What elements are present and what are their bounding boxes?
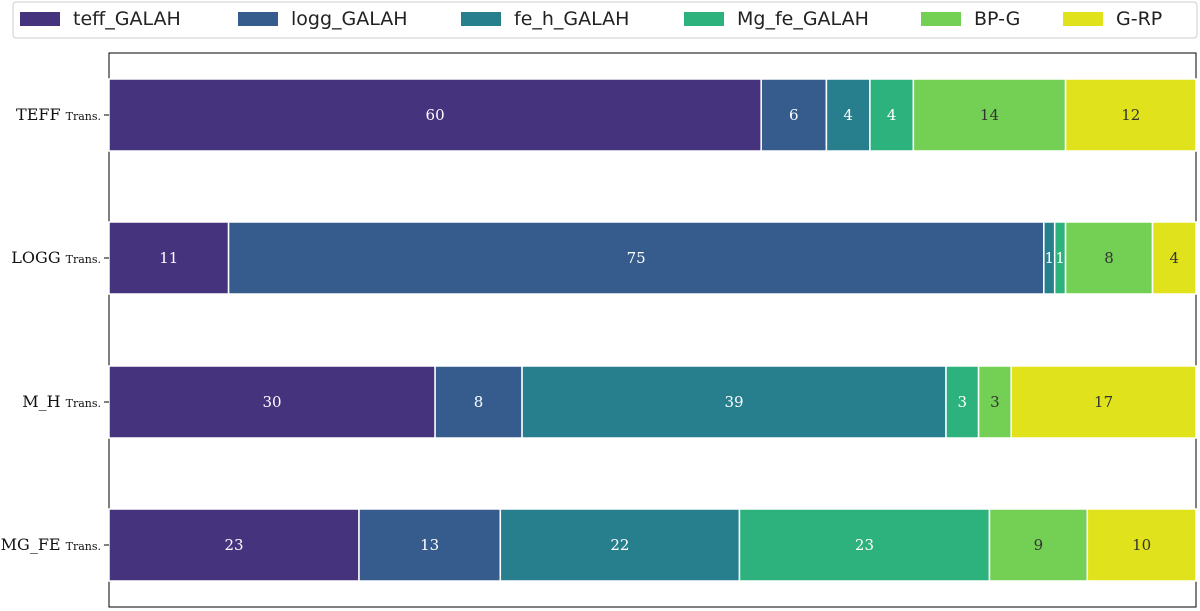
bar-segment [521, 365, 947, 439]
y-tick-label-main: M_H [22, 392, 60, 411]
bar-value-label: 60 [426, 106, 445, 124]
bar-value-label: 6 [789, 106, 799, 124]
bar-segment [358, 508, 502, 582]
y-axis: TEFF Trans. LOGG Trans. M_H Trans. MG_FE Trans. [1, 105, 109, 554]
y-tick-label-sub: Trans. [66, 540, 101, 553]
y-tick-label-sub: Trans. [66, 253, 101, 266]
bar-value-label: 8 [474, 393, 484, 411]
bar-segment [1064, 78, 1197, 152]
legend-swatch-BP-G [921, 12, 961, 26]
bar-segment [869, 78, 915, 152]
bar-segment [108, 508, 360, 582]
bar-segment [108, 78, 762, 152]
y-tick-label: TEFF Trans. [16, 105, 101, 124]
bar-segment [1151, 221, 1197, 295]
legend-label-G-RP: G-RP [1116, 8, 1162, 30]
bar-segment [499, 508, 741, 582]
bar-segment [945, 365, 980, 439]
bar-value-label: 22 [610, 536, 629, 554]
bar-value-label: 10 [1132, 536, 1151, 554]
bar-value-label: 9 [1034, 536, 1044, 554]
bar-segment [108, 365, 436, 439]
legend-label-fe_h_GALAH: fe_h_GALAH [514, 8, 629, 30]
bar-segment [912, 78, 1067, 152]
y-tick-label-main: LOGG [11, 248, 60, 267]
legend-label-BP-G: BP-G [974, 8, 1020, 30]
legend-swatch-teff_GALAH [20, 12, 60, 26]
y-tick-label-main: TEFF [16, 105, 61, 124]
bar-value-label: 4 [1169, 249, 1179, 267]
bar-value-label: 4 [843, 106, 853, 124]
bar-value-label: 75 [627, 249, 646, 267]
legend-frame [12, 1, 1198, 39]
bar-segment [988, 508, 1089, 582]
legend-label-Mg_fe_GALAH: Mg_fe_GALAH [737, 8, 869, 30]
bar-value-label: 1 [1044, 249, 1054, 267]
bar-value-label: 1 [1055, 249, 1065, 267]
bar-value-label: 17 [1094, 393, 1113, 411]
y-tick-label-sub: Trans. [66, 397, 101, 410]
bars-group: 60 6 4 4 14 12 11 75 1 1 8 4 30 8 39 3 3 17 23 13 22 23 9 10 [108, 78, 1197, 582]
bar-value-label: 4 [887, 106, 897, 124]
y-tick-label: MG_FE Trans. [1, 535, 101, 554]
bar-segment [434, 365, 523, 439]
bar-value-label: 14 [980, 106, 999, 124]
legend-swatch-G-RP [1063, 12, 1103, 26]
y-tick-label-main: MG_FE [1, 535, 61, 554]
legend-swatch-fe_h_GALAH [461, 12, 501, 26]
plot-area-frame [108, 52, 1197, 608]
bar-segment [1010, 365, 1197, 439]
bar-segment [227, 221, 1045, 295]
bar-value-label: 23 [224, 536, 243, 554]
legend-label-teff_GALAH: teff_GALAH [73, 8, 181, 30]
legend-swatch-Mg_fe_GALAH [684, 12, 724, 26]
legend-swatch-logg_GALAH [238, 12, 278, 26]
y-tick-label-sub: Trans. [66, 110, 101, 123]
bar-segment [977, 365, 1012, 439]
bar-value-label: 11 [159, 249, 178, 267]
legend: teff_GALAH logg_GALAH fe_h_GALAH Mg_fe_GALA… [12, 1, 1198, 39]
bar-value-label: 12 [1121, 106, 1140, 124]
bar-segment [760, 78, 828, 152]
bar-value-label: 3 [990, 393, 1000, 411]
bar-value-label: 8 [1104, 249, 1114, 267]
y-tick-label: M_H Trans. [22, 392, 101, 411]
legend-label-logg_GALAH: logg_GALAH [291, 8, 408, 30]
bar-value-label: 13 [420, 536, 439, 554]
y-tick-label: LOGG Trans. [11, 248, 101, 267]
bar-value-label: 39 [724, 393, 743, 411]
bar-value-label: 3 [958, 393, 968, 411]
bar-segment [1086, 508, 1197, 582]
bar-value-label: 30 [263, 393, 282, 411]
bar-value-label: 23 [855, 536, 874, 554]
